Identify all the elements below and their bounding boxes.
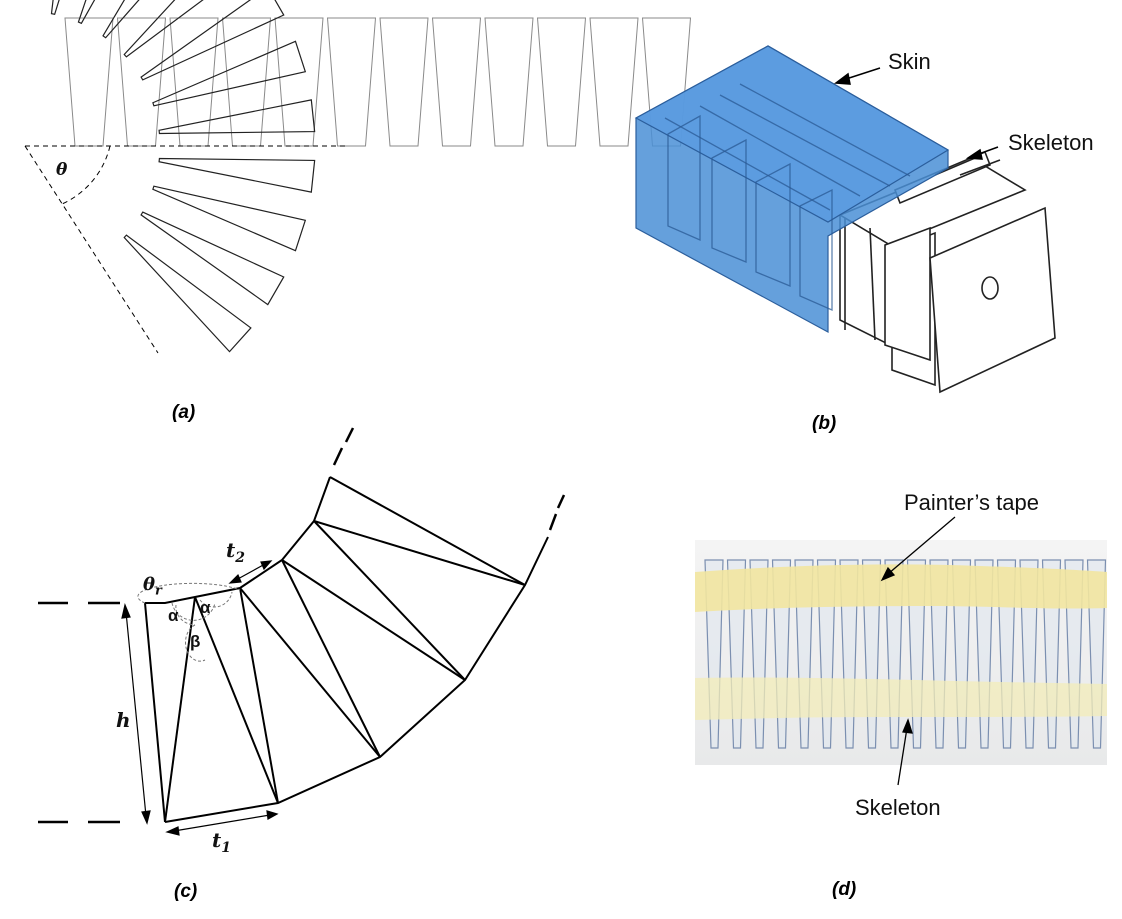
hinge-linkage — [144, 476, 549, 823]
straight-trapezoid — [484, 17, 534, 147]
dimension-arrows — [121, 560, 279, 836]
caption-a: (a) — [172, 402, 196, 423]
straight-trapezoid — [589, 17, 639, 147]
bent-trapezoid — [140, 211, 285, 306]
label-arrows — [833, 67, 999, 160]
bent-trapezoid — [140, 0, 285, 81]
t1-label: t1 — [212, 828, 231, 856]
bent-trapezoid — [158, 157, 316, 193]
caption-c: (c) — [174, 881, 198, 902]
bent-trapezoid — [50, 0, 60, 15]
straight-trapezoid — [379, 17, 429, 147]
skeleton-label-b: Skeleton — [1008, 130, 1094, 155]
straight-trapezoid — [536, 17, 587, 147]
painters-tape-label: Painter’s tape — [904, 490, 1039, 515]
skin-label: Skin — [888, 49, 931, 74]
bent-trapezoid — [77, 0, 96, 25]
straight-trapezoid — [64, 17, 114, 147]
theta-label: θ — [56, 160, 68, 180]
angle-arcs — [137, 582, 241, 662]
bent-trapezoid — [123, 0, 204, 58]
skin-box — [634, 45, 950, 334]
label-arrows-d — [880, 516, 956, 786]
theta-r-label: θr — [143, 574, 162, 599]
painters-tape-top — [695, 564, 1107, 612]
skeleton-3d — [838, 150, 1056, 394]
caption-b: (b) — [812, 413, 837, 434]
straight-trapezoid — [326, 17, 377, 147]
bent-trapezoid — [152, 185, 307, 252]
broken-extensions — [38, 427, 566, 824]
alpha-right-label: α — [200, 598, 211, 617]
straight-trapezoid — [431, 17, 482, 147]
bent-trapezoid — [102, 0, 140, 39]
skeleton-label-d: Skeleton — [855, 795, 941, 820]
bent-trapezoid — [123, 234, 252, 353]
h-label: h — [116, 708, 131, 732]
painters-tape-bottom — [695, 677, 1107, 720]
bent-trapezoid — [158, 99, 316, 135]
caption-d: (d) — [832, 879, 857, 900]
alpha-left-label: α — [168, 606, 179, 625]
bent-trapezoids — [50, 0, 316, 353]
angle-guides — [24, 145, 345, 354]
t2-label: t2 — [226, 538, 245, 566]
beta-label: β — [190, 632, 201, 651]
bent-trapezoid — [152, 40, 307, 107]
